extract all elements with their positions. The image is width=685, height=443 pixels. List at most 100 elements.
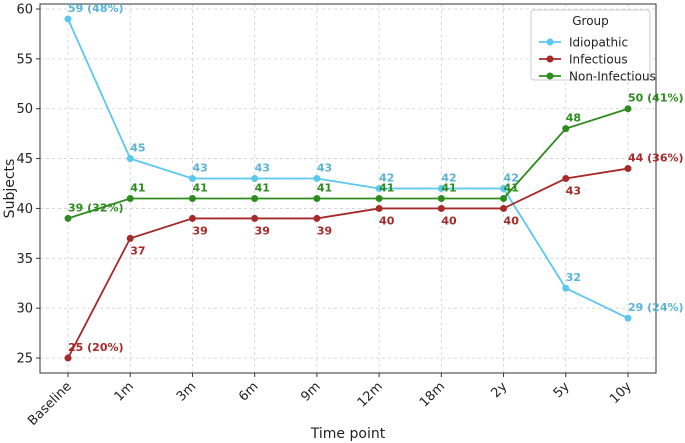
data-label: 41 [130,181,145,194]
data-point [126,155,134,163]
data-label: 41 [317,181,332,194]
data-label: 41 [192,181,207,194]
grid [40,4,656,373]
x-tick-label: 2y [488,379,510,401]
data-label: 43 [566,185,581,198]
data-label: 40 [504,214,520,227]
series-line-idiopathic [67,18,629,319]
y-tick-label: 55 [16,52,33,67]
data-label: 42 [504,172,519,185]
data-label: 43 [255,162,270,175]
x-tick-label: 9m [298,379,323,404]
legend-items: Idiopathic Infectious Non-Infectious [539,36,656,84]
data-label: 39 [192,224,207,237]
data-label: 40 [379,214,395,227]
data-label: 40 [441,214,457,227]
y-tick-label: 35 [16,252,33,267]
legend-swatch-marker [546,55,554,63]
data-point [64,214,72,222]
data-label: 50 (41%) [628,92,684,105]
data-label: 41 [441,181,456,194]
legend-item-infectious: Infectious [539,53,628,67]
data-point [375,194,383,202]
y-tick-label: 40 [16,202,33,217]
data-label: 45 [130,142,145,155]
data-point [437,185,445,192]
data-point [500,185,508,192]
series-line-non-infectious [67,107,629,220]
data-label: 39 [255,224,270,237]
data-point [64,354,72,362]
data-label: 42 [379,172,394,185]
data-label: 59 (48%) [68,2,124,15]
x-axis-ticks: Baseline 1m 3m 6m 9m 12m 18m 2y 5y 10y [25,373,635,429]
legend-title: Group [572,14,609,28]
data-point [313,175,321,183]
data-point [251,175,259,183]
x-tick-label: 1m [112,379,137,404]
data-label: 43 [317,162,332,175]
data-point [437,204,445,212]
legend-item-idiopathic: Idiopathic [539,36,628,50]
series-idiopathic: 59 (48%) 45 43 43 43 42 42 42 32 29 (24%) [64,2,684,322]
data-point [313,214,321,222]
data-point [188,175,196,183]
data-point [375,185,383,192]
legend-box [530,9,651,81]
data-label: 42 [441,172,456,185]
data-point [624,314,632,322]
series-non-infectious: 39 (32%) 41 41 41 41 41 41 41 48 50 (41%) [64,92,684,222]
data-point [313,194,321,202]
x-tick-label: 6m [236,379,261,404]
data-label: 48 [566,112,581,125]
series-infectious: 25 (20%) 37 39 39 39 40 40 40 43 44 (36%) [64,152,684,362]
data-point [562,284,570,292]
data-point [126,234,134,242]
data-label: 25 (20%) [68,341,124,354]
legend-label: Infectious [569,53,628,67]
data-point [126,194,134,202]
data-label: 37 [130,244,145,257]
data-point [375,204,383,212]
data-point [500,204,508,212]
legend-swatch-marker [546,72,554,80]
y-tick-label: 50 [16,102,33,117]
data-label: 41 [255,181,270,194]
data-label: 29 (24%) [628,301,684,314]
data-label: 41 [379,181,394,194]
data-point [500,194,508,202]
y-tick-label: 60 [16,2,33,17]
x-tick-label: Baseline [25,379,75,429]
legend-swatch-marker [546,38,554,46]
series-line-infectious [67,167,629,359]
x-tick-label: 12m [355,379,386,410]
data-point [188,194,196,202]
data-point [624,165,632,173]
data-point [437,194,445,202]
data-label: 39 [317,224,332,237]
y-axis-title: Subjects [2,159,18,219]
data-point [624,105,632,113]
data-label: 39 (32%) [68,201,124,214]
x-tick-label: 10y [607,379,635,407]
legend: Group Idiopathic Infectious Non-Infectious [530,9,656,84]
x-tick-label: 3m [174,379,199,404]
y-axis-ticks: 25 30 35 40 45 50 55 60 [16,2,40,367]
legend-item-non-infectious: Non-Infectious [539,70,656,84]
legend-label: Non-Infectious [569,70,656,84]
y-tick-label: 45 [16,152,33,167]
data-point [562,125,570,133]
plot-frame [39,3,657,374]
data-label: 44 (36%) [628,152,684,165]
data-point [251,194,259,202]
x-tick-label: 5y [551,379,573,401]
y-tick-label: 25 [16,352,33,367]
x-axis-title: Time point [310,426,386,442]
data-point [188,214,196,222]
legend-label: Idiopathic [569,36,628,50]
data-point [251,214,259,222]
data-label: 32 [566,271,581,284]
data-point [64,15,72,23]
